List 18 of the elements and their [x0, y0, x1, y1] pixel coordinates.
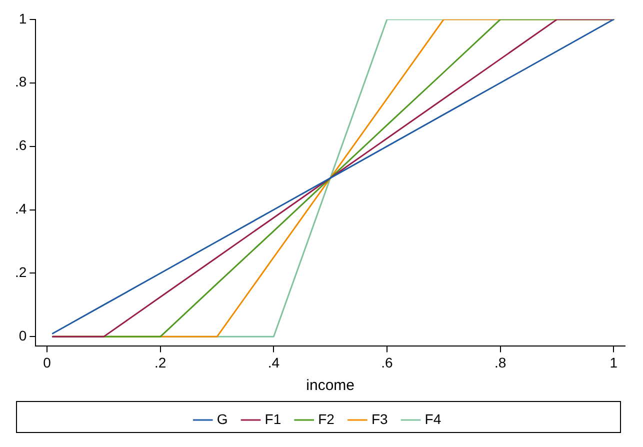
y-tick-label: 1 [18, 10, 27, 26]
x-tick-label: 0 [43, 354, 52, 370]
legend-label: F4 [424, 410, 442, 427]
legend-label: F2 [318, 410, 335, 427]
y-tick-label: 0 [18, 328, 27, 344]
y-tick-label: .6 [14, 137, 27, 154]
x-tick-label: .4 [268, 354, 280, 370]
y-tick-label: .2 [14, 264, 27, 280]
x-tick-label: .8 [494, 354, 506, 370]
y-tick-label: .8 [14, 74, 27, 90]
y-tick-label: .4 [14, 200, 27, 217]
x-tick-label: .6 [381, 354, 394, 370]
legend-label: F1 [264, 410, 282, 427]
x-tick-label: 1 [610, 354, 618, 370]
x-tick-label: .2 [154, 354, 166, 370]
x-axis-title: income [306, 377, 355, 394]
legend-label: F3 [371, 410, 388, 427]
legend-label: G [216, 410, 228, 427]
